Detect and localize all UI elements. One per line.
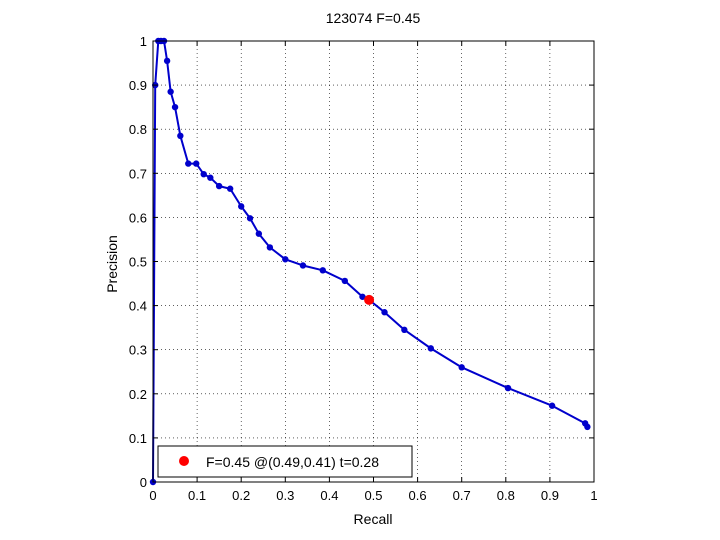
y-tick-label: 0.4 [129,299,147,314]
y-tick-label: 0.8 [129,122,147,137]
legend: F=0.45 @(0.49,0.41) t=0.28 [157,445,413,478]
y-tick-label: 0.1 [129,431,147,446]
legend-marker [179,456,189,466]
pr-curve-point [282,256,289,263]
pr-curve-point [401,326,408,334]
pr-curve-point [359,293,366,300]
pr-curve-point [548,402,556,409]
series-layer [149,37,591,486]
y-tick-label: 0.2 [129,387,147,402]
pr-curve-point [193,160,200,167]
x-tick-label: 0.6 [409,488,427,503]
x-tick-label: 0.8 [497,488,515,503]
x-tick-label: 1 [590,488,597,503]
x-tick-label: 0.2 [232,488,250,503]
x-tick-label: 0.5 [364,488,382,503]
x-tick-label: 0.9 [541,488,559,503]
pr-curve-point [504,384,512,392]
grid-layer [153,41,594,482]
x-axis-title: Recall [354,511,393,527]
pr-curve-point [381,309,388,316]
y-tick-label: 0.3 [129,343,147,358]
chart-title: 123074 F=0.45 [326,10,421,26]
pr-curve-point [163,57,171,65]
y-axis-ticks: 0 0.1 0.2 0.3 0.4 0.5 0.6 0.7 0.8 0.9 1 [129,34,594,490]
pr-curve-point [177,132,184,140]
x-tick-label: 0 [149,488,156,503]
y-tick-label: 1 [140,34,147,49]
x-tick-label: 0.4 [320,488,338,503]
pr-curve-point [207,174,214,181]
legend-box [157,445,413,478]
legend-label: F=0.45 @(0.49,0.41) t=0.28 [206,454,379,470]
pr-curve-point [427,345,435,352]
pr-curve-point [226,185,234,192]
pr-curve-point [584,423,591,431]
x-tick-label: 0.7 [453,488,471,503]
pr-curve-point [341,277,349,285]
pr-curve-point [200,170,207,178]
pr-curve-point [167,88,174,95]
y-tick-label: 0.5 [129,255,147,270]
pr-curve-point [246,215,254,222]
pr-curve-point [185,160,192,167]
pr-curve-point [266,244,274,251]
y-tick-label: 0 [140,475,147,490]
best-f-point [364,294,375,305]
y-tick-label: 0.6 [129,210,147,225]
y-tick-label: 0.7 [129,166,147,181]
highlight-layer [364,294,375,305]
pr-curve-point [238,203,245,210]
y-tick-label: 0.9 [129,78,147,93]
pr-curve-point [255,230,263,237]
x-axis-ticks: 0 0.1 0.2 0.3 0.4 0.5 0.6 0.7 0.8 0.9 1 [149,41,598,503]
x-tick-label: 0.3 [276,488,294,503]
x-tick-label: 0.1 [188,488,206,503]
pr-curve-point [215,182,223,190]
y-axis-title: Precision [104,235,120,293]
pr-curve-point [171,103,179,111]
pr-curve-point [319,267,326,274]
pr-curve-point [458,364,465,371]
pr-curve-point [299,262,307,269]
